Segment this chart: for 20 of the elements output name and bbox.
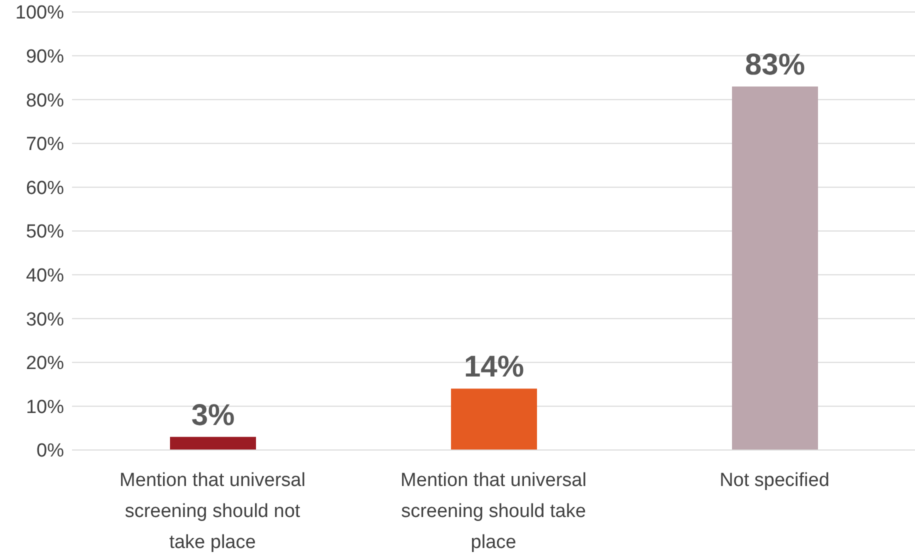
y-tick-label: 80% bbox=[26, 90, 64, 112]
y-tick-label: 90% bbox=[26, 46, 64, 68]
data-label: 3% bbox=[191, 398, 235, 432]
x-tick-label: Not specified bbox=[720, 470, 830, 491]
bar bbox=[451, 388, 537, 450]
y-tick-label: 60% bbox=[26, 178, 64, 199]
y-tick-label: 40% bbox=[26, 266, 64, 287]
x-tick-label: Mention that universal screening should not take place bbox=[120, 470, 306, 553]
y-tick-label: 70% bbox=[26, 134, 64, 156]
y-tick-label: 50% bbox=[26, 222, 64, 243]
bar bbox=[170, 436, 256, 450]
data-label: 14% bbox=[464, 350, 524, 384]
y-tick-label: 20% bbox=[26, 353, 64, 374]
y-tick-label: 0% bbox=[36, 440, 64, 462]
y-tick-label: 30% bbox=[26, 309, 64, 330]
y-tick-label: 100% bbox=[15, 2, 64, 24]
y-tick-label: 10% bbox=[26, 396, 64, 418]
bar bbox=[732, 86, 818, 450]
data-label: 83% bbox=[744, 48, 806, 82]
x-tick-label: Mention that universal screening should take place bbox=[400, 470, 586, 553]
